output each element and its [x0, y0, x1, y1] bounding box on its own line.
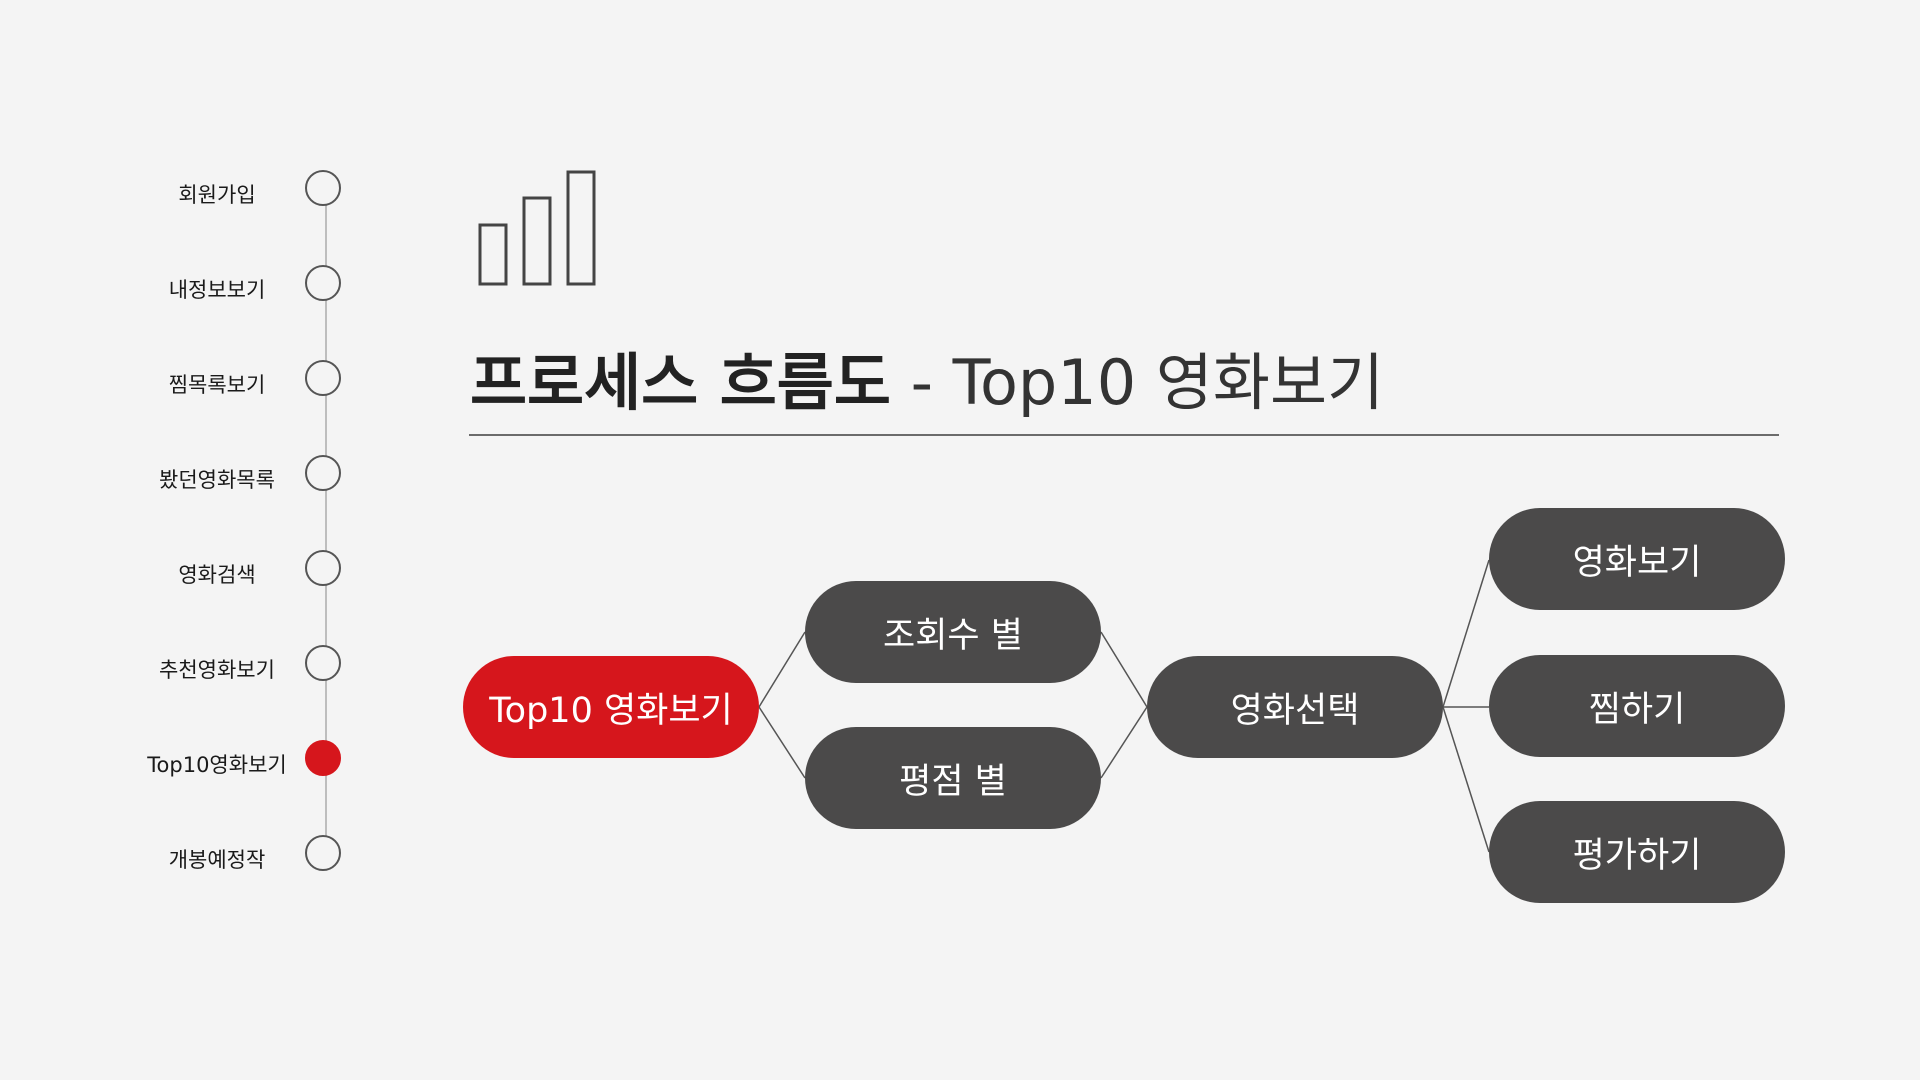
page-title-sub: - Top10 영화보기	[890, 346, 1385, 419]
timeline-item-recommended[interactable]: 추천영화보기	[0, 643, 360, 687]
timeline-dot	[305, 360, 341, 396]
node-label: Top10 영화보기	[489, 690, 733, 731]
title-divider	[469, 434, 1779, 436]
timeline-dot-active	[305, 740, 341, 776]
node-label: 찜하기	[1588, 689, 1686, 730]
node-view-movie[interactable]: 영화보기	[1489, 508, 1785, 610]
connector-select-view	[1442, 559, 1490, 708]
node-label: 조회수 별	[883, 615, 1023, 656]
connector-root-views	[758, 631, 806, 708]
node-rate[interactable]: 평가하기	[1489, 801, 1785, 903]
timeline-dot	[305, 835, 341, 871]
node-top10-movies[interactable]: Top10 영화보기	[463, 656, 759, 758]
timeline-item-search[interactable]: 영화검색	[0, 548, 360, 592]
node-sort-by-views[interactable]: 조회수 별	[805, 581, 1101, 683]
timeline-item-label: 추천영화보기	[159, 658, 275, 682]
node-wishlist[interactable]: 찜하기	[1489, 655, 1785, 757]
timeline-item-my-info[interactable]: 내정보보기	[0, 263, 360, 307]
connector-rating-select	[1100, 706, 1148, 779]
timeline-dot	[305, 170, 341, 206]
timeline-line	[325, 188, 327, 852]
node-select-movie[interactable]: 영화선택	[1147, 656, 1443, 758]
timeline-item-label: 내정보보기	[168, 278, 266, 302]
node-sort-by-rating[interactable]: 평점 별	[805, 727, 1101, 829]
timeline-item-label: 영화검색	[178, 563, 256, 587]
timeline-item-wishlist[interactable]: 찜목록보기	[0, 358, 360, 402]
page-title-main: 프로세스 흐름도	[470, 346, 891, 419]
node-label: 평점 별	[899, 761, 1007, 802]
timeline-dot	[305, 645, 341, 681]
timeline-item-label: 찜목록보기	[168, 373, 266, 397]
timeline-dot	[305, 550, 341, 586]
timeline-dot	[305, 455, 341, 491]
timeline-item-watched[interactable]: 봤던영화목록	[0, 453, 360, 497]
timeline-item-label: 개봉예정작	[168, 848, 266, 872]
bar-chart-icon	[478, 170, 598, 286]
timeline-item-label: Top10영화보기	[147, 753, 287, 777]
page-title: 프로세스 흐름도 - Top10 영화보기	[470, 345, 1384, 421]
connector-select-rate	[1442, 706, 1490, 853]
timeline-item-label: 회원가입	[178, 183, 256, 207]
timeline-item-top10[interactable]: Top10영화보기	[0, 738, 360, 782]
node-label: 영화선택	[1230, 690, 1360, 731]
connector-views-select	[1100, 631, 1148, 708]
node-label: 평가하기	[1572, 835, 1702, 876]
timeline-item-upcoming[interactable]: 개봉예정작	[0, 833, 360, 877]
node-label: 영화보기	[1572, 542, 1702, 583]
connector-root-rating	[758, 706, 806, 779]
timeline-item-signup[interactable]: 회원가입	[0, 168, 360, 212]
timeline-dot	[305, 265, 341, 301]
process-timeline: 회원가입 내정보보기 찜목록보기 봤던영화목록 영화검색 추천영화보기 Top1…	[0, 0, 360, 1080]
timeline-item-label: 봤던영화목록	[159, 468, 275, 492]
